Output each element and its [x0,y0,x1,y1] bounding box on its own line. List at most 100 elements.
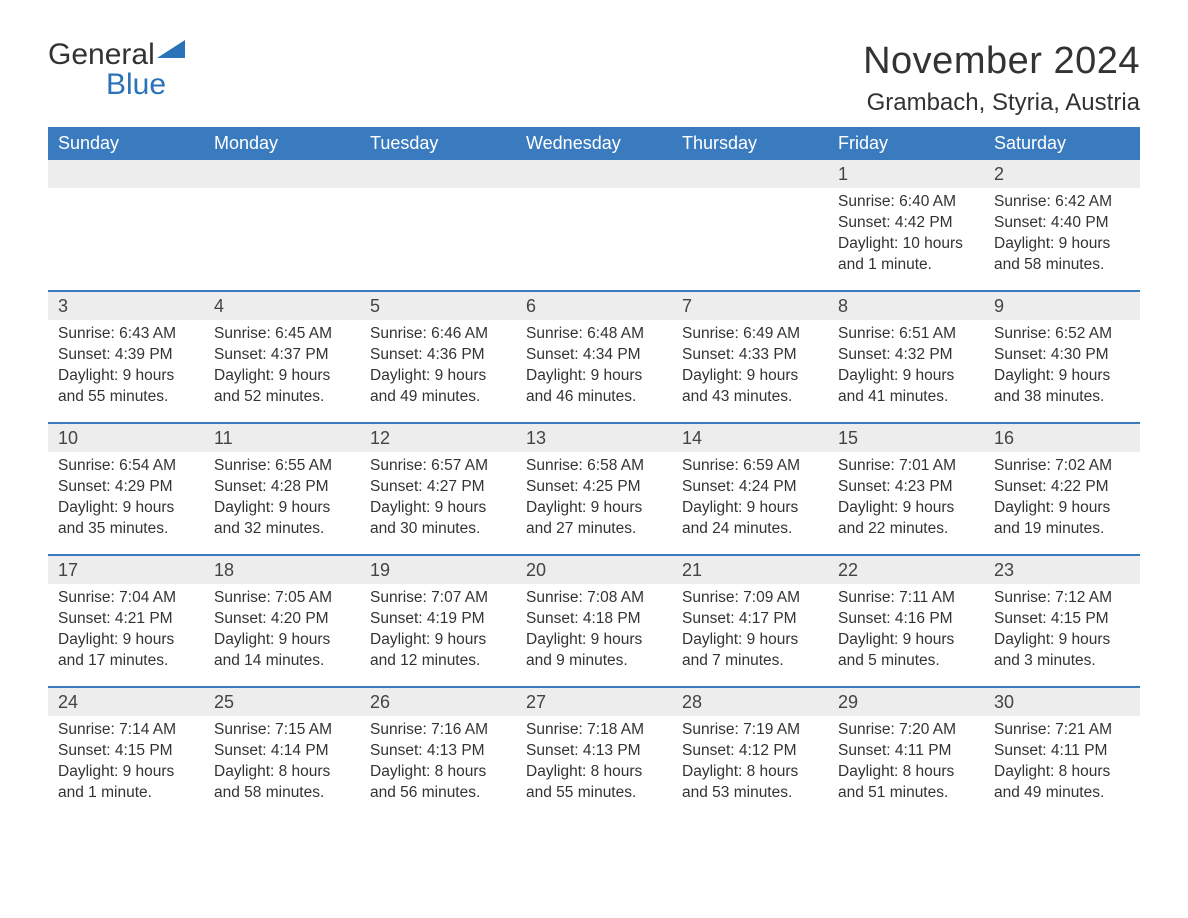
day-number: 19 [360,556,516,584]
day-number: 21 [672,556,828,584]
daylight-line: Daylight: 9 hours and 30 minutes. [370,498,506,540]
sunrise-line: Sunrise: 7:01 AM [838,456,974,477]
day-header: Friday [828,127,984,160]
day-number [516,160,672,188]
sunset-line: Sunset: 4:40 PM [994,213,1130,234]
day-number: 28 [672,688,828,716]
sunrise-line: Sunrise: 7:18 AM [526,720,662,741]
sunrise-line: Sunrise: 7:20 AM [838,720,974,741]
calendar-cell: 18Sunrise: 7:05 AMSunset: 4:20 PMDayligh… [204,556,360,686]
daylight-line: Daylight: 8 hours and 58 minutes. [214,762,350,804]
sunset-line: Sunset: 4:23 PM [838,477,974,498]
calendar-cell-empty [48,160,204,290]
daylight-line: Daylight: 9 hours and 58 minutes. [994,234,1130,276]
sunset-line: Sunset: 4:29 PM [58,477,194,498]
sunset-line: Sunset: 4:36 PM [370,345,506,366]
daylight-line: Daylight: 9 hours and 52 minutes. [214,366,350,408]
sunset-line: Sunset: 4:14 PM [214,741,350,762]
day-number: 7 [672,292,828,320]
day-number: 27 [516,688,672,716]
calendar: Sunday Monday Tuesday Wednesday Thursday… [48,127,1140,818]
sunrise-line: Sunrise: 6:55 AM [214,456,350,477]
daylight-line: Daylight: 9 hours and 17 minutes. [58,630,194,672]
sunrise-line: Sunrise: 7:05 AM [214,588,350,609]
calendar-cell: 13Sunrise: 6:58 AMSunset: 4:25 PMDayligh… [516,424,672,554]
sunrise-line: Sunrise: 6:49 AM [682,324,818,345]
calendar-cell: 9Sunrise: 6:52 AMSunset: 4:30 PMDaylight… [984,292,1140,422]
sunrise-line: Sunrise: 7:15 AM [214,720,350,741]
day-number [48,160,204,188]
day-number: 6 [516,292,672,320]
day-number: 5 [360,292,516,320]
title-block: November 2024 Grambach, Styria, Austria [863,40,1140,117]
sunrise-line: Sunrise: 6:42 AM [994,192,1130,213]
day-number: 17 [48,556,204,584]
calendar-cell: 14Sunrise: 6:59 AMSunset: 4:24 PMDayligh… [672,424,828,554]
calendar-cell: 22Sunrise: 7:11 AMSunset: 4:16 PMDayligh… [828,556,984,686]
daylight-line: Daylight: 9 hours and 43 minutes. [682,366,818,408]
sunset-line: Sunset: 4:13 PM [526,741,662,762]
day-number: 16 [984,424,1140,452]
day-header: Thursday [672,127,828,160]
day-header: Monday [204,127,360,160]
day-header-row: Sunday Monday Tuesday Wednesday Thursday… [48,127,1140,160]
day-number [204,160,360,188]
sunrise-line: Sunrise: 6:58 AM [526,456,662,477]
day-number: 22 [828,556,984,584]
day-number: 3 [48,292,204,320]
day-number: 11 [204,424,360,452]
weeks-host: 1Sunrise: 6:40 AMSunset: 4:42 PMDaylight… [48,160,1140,818]
calendar-week: 10Sunrise: 6:54 AMSunset: 4:29 PMDayligh… [48,422,1140,554]
daylight-line: Daylight: 9 hours and 38 minutes. [994,366,1130,408]
day-number: 30 [984,688,1140,716]
sunrise-line: Sunrise: 6:59 AM [682,456,818,477]
sunset-line: Sunset: 4:13 PM [370,741,506,762]
day-number [672,160,828,188]
month-title: November 2024 [863,40,1140,83]
sunrise-line: Sunrise: 7:02 AM [994,456,1130,477]
sunrise-line: Sunrise: 6:48 AM [526,324,662,345]
daylight-line: Daylight: 9 hours and 19 minutes. [994,498,1130,540]
sunrise-line: Sunrise: 7:11 AM [838,588,974,609]
calendar-cell-empty [672,160,828,290]
calendar-cell: 17Sunrise: 7:04 AMSunset: 4:21 PMDayligh… [48,556,204,686]
calendar-week: 1Sunrise: 6:40 AMSunset: 4:42 PMDaylight… [48,160,1140,290]
day-number: 1 [828,160,984,188]
calendar-cell: 5 Sunrise: 6:46 AMSunset: 4:36 PMDaylight… [360,292,516,422]
day-number: 12 [360,424,516,452]
daylight-line: Daylight: 8 hours and 51 minutes. [838,762,974,804]
day-number: 20 [516,556,672,584]
day-number: 10 [48,424,204,452]
sunrise-line: Sunrise: 7:16 AM [370,720,506,741]
calendar-cell: 27Sunrise: 7:18 AMSunset: 4:13 PMDayligh… [516,688,672,818]
calendar-cell: 29Sunrise: 7:20 AMSunset: 4:11 PMDayligh… [828,688,984,818]
location: Grambach, Styria, Austria [863,89,1140,117]
sunset-line: Sunset: 4:11 PM [994,741,1130,762]
day-number: 23 [984,556,1140,584]
sunrise-line: Sunrise: 7:09 AM [682,588,818,609]
daylight-line: Daylight: 8 hours and 53 minutes. [682,762,818,804]
calendar-cell: 6Sunrise: 6:48 AMSunset: 4:34 PMDaylight… [516,292,672,422]
sunset-line: Sunset: 4:37 PM [214,345,350,366]
calendar-cell: 12Sunrise: 6:57 AMSunset: 4:27 PMDayligh… [360,424,516,554]
brand-word1: General [48,38,155,71]
daylight-line: Daylight: 9 hours and 14 minutes. [214,630,350,672]
sunrise-line: Sunrise: 6:45 AM [214,324,350,345]
day-number: 14 [672,424,828,452]
calendar-week: 3 Sunrise: 6:43 AMSunset: 4:39 PM Daylight… [48,290,1140,422]
daylight-line: Daylight: 9 hours and 35 minutes. [58,498,194,540]
sunrise-line: Sunrise: 6:52 AM [994,324,1130,345]
calendar-cell: 16Sunrise: 7:02 AMSunset: 4:22 PMDayligh… [984,424,1140,554]
brand-triangle-icon [157,40,185,58]
sunrise-line: Sunrise: 6:40 AM [838,192,974,213]
sunrise-line: Sunrise: 7:19 AM [682,720,818,741]
sunset-line: Sunset: 4:39 PM [58,345,194,366]
daylight-line: Daylight: 9 hours and 49 minutes. [370,366,506,408]
sunrise-line: Sunrise: 6:43 AM [58,324,194,345]
daylight-line: Daylight: 9 hours and 12 minutes. [370,630,506,672]
calendar-cell: 10Sunrise: 6:54 AMSunset: 4:29 PMDayligh… [48,424,204,554]
daylight-line: Daylight: 9 hours and 5 minutes. [838,630,974,672]
calendar-cell: 28Sunrise: 7:19 AMSunset: 4:12 PMDayligh… [672,688,828,818]
calendar-cell: 4Sunrise: 6:45 AMSunset: 4:37 PMDaylight… [204,292,360,422]
sunrise-line: Sunrise: 6:46 AM [370,324,506,345]
